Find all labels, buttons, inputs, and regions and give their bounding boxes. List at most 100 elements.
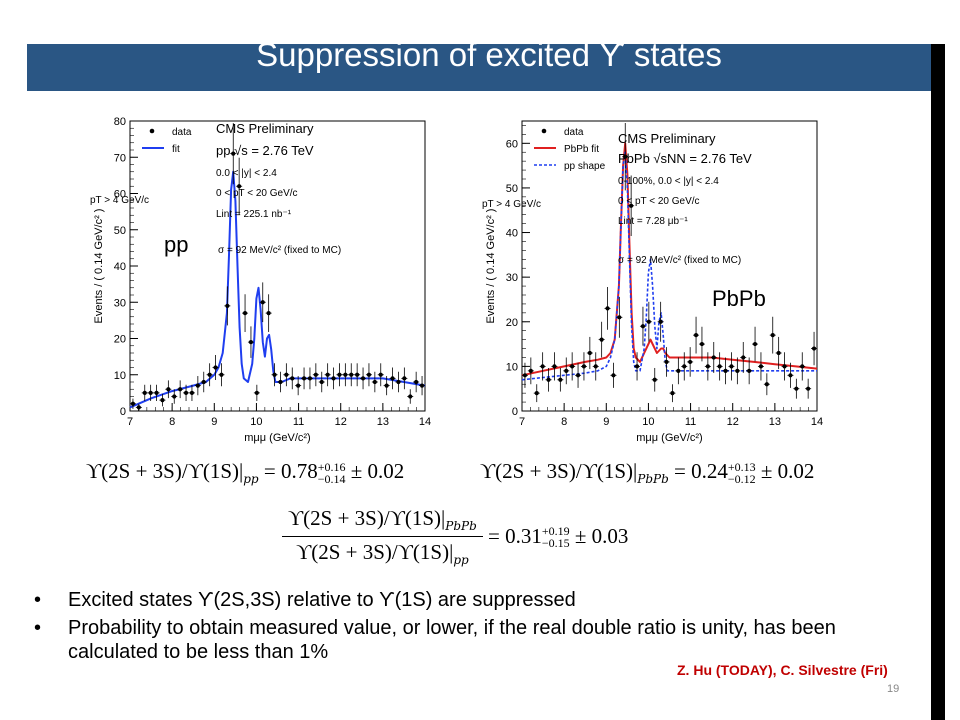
data-marker	[242, 311, 248, 316]
data-marker	[593, 364, 598, 369]
data-marker	[290, 376, 295, 381]
bullet-list: • Excited states ϒ(2S,3S) relative to ϒ(…	[34, 588, 924, 668]
data-point	[698, 326, 705, 362]
y-tick-label: 70	[114, 152, 126, 164]
data-point	[598, 321, 605, 358]
data-marker	[178, 387, 183, 392]
data-point	[752, 326, 759, 362]
data-marker	[207, 372, 212, 377]
data-point	[527, 357, 534, 385]
plot-annotation: CMS Preliminary	[618, 131, 716, 146]
y-tick-label: 60	[506, 138, 518, 150]
data-point	[693, 316, 700, 354]
data-point	[728, 352, 735, 381]
legend-marker-data	[541, 128, 547, 134]
data-marker	[349, 372, 354, 377]
slide-title: Suppression of excited ϒ states	[256, 36, 722, 73]
data-point	[135, 403, 142, 411]
y-tick-label: 30	[114, 297, 126, 309]
data-point	[171, 389, 178, 404]
bullet-dot: •	[34, 617, 42, 639]
y-tick-label: 20	[114, 334, 126, 346]
plot-annotation: σ = 92 MeV/c² (fixed to MC)	[618, 255, 741, 266]
pbpb-ratio-up: +0.13	[727, 460, 756, 475]
data-point	[348, 363, 355, 387]
data-point	[236, 157, 243, 215]
y-tick-label: 60	[114, 189, 126, 201]
plot-annotation: CMS Preliminary	[216, 121, 314, 136]
y-tick-label: 0	[512, 406, 518, 418]
plot-annotation: PbPb √sNN = 2.76 TeV	[618, 151, 752, 166]
data-point	[580, 352, 587, 381]
x-axis-label: mμμ (GeV/c²)	[636, 432, 702, 444]
data-marker	[154, 390, 159, 395]
data-marker	[183, 390, 189, 395]
data-point	[551, 352, 558, 381]
data-point	[129, 398, 136, 409]
data-marker	[248, 340, 254, 345]
page-number: 19	[887, 683, 900, 695]
data-marker	[747, 368, 752, 373]
data-marker	[260, 300, 265, 305]
data-point	[395, 371, 402, 393]
data-point	[757, 352, 764, 381]
pbpb-ratio-lhs: ϒ(2S + 3S)/ϒ(1S)	[480, 459, 634, 483]
legend-label: data	[564, 127, 584, 138]
data-marker	[343, 372, 348, 377]
data-point	[734, 357, 741, 385]
right-edge-bar	[931, 44, 945, 720]
data-marker	[166, 387, 171, 392]
fit-curve-pp-shape	[521, 151, 817, 381]
data-point	[247, 326, 254, 358]
bullet-dot: •	[34, 589, 42, 611]
pp-ratio-lhs: ϒ(2S + 3S)/ϒ(1S)	[86, 459, 240, 483]
bullet-item: • Probability to obtain measured value, …	[34, 616, 924, 664]
plot-annotation: 0 < pT < 20 GeV/c	[216, 188, 298, 199]
data-point	[324, 363, 331, 387]
x-tick-label: 12	[335, 416, 347, 428]
data-point	[533, 384, 540, 403]
double-ratio-eq: = 0.31	[488, 524, 542, 549]
data-point	[651, 367, 658, 392]
data-marker	[189, 390, 195, 395]
data-marker	[575, 373, 581, 378]
x-tick-label: 10	[642, 416, 654, 428]
double-ratio-num: ϒ(2S + 3S)/ϒ(1S)	[288, 506, 442, 530]
data-marker	[390, 376, 395, 381]
data-point	[622, 123, 629, 191]
data-point	[687, 347, 694, 377]
data-point	[740, 342, 747, 373]
data-point	[177, 380, 184, 399]
data-marker	[522, 373, 528, 378]
x-tick-label: 14	[419, 416, 431, 428]
bullet-text: Probability to obtain measured value, or…	[68, 617, 836, 663]
data-point	[336, 363, 343, 387]
pp-plot-svg: 7 8 9 10 11 12 13 14 0 10 20 30 40 50 60 70 80 mμμ (GeV/c…	[90, 116, 431, 444]
data-marker	[160, 398, 165, 403]
x-tick-label: 13	[377, 416, 389, 428]
x-tick-label: 8	[561, 416, 567, 428]
y-tick-label: 50	[506, 183, 518, 195]
data-point	[277, 371, 284, 393]
credit-text: Z. Hu (TODAY), C. Silvestre (Fri)	[677, 662, 888, 678]
data-marker	[378, 372, 383, 377]
data-marker	[688, 359, 693, 365]
double-ratio-den: ϒ(2S + 3S)/ϒ(1S)	[296, 540, 450, 565]
data-marker	[599, 337, 604, 342]
data-marker	[558, 377, 563, 382]
data-marker	[528, 368, 533, 373]
legend-label: PbPb fit	[564, 144, 599, 155]
data-point	[230, 123, 237, 185]
y-axis-label: Events / ( 0.14 GeV/c² )	[93, 209, 105, 324]
pp-ratio-tail: ± 0.02	[350, 459, 405, 483]
data-point	[360, 367, 367, 390]
data-marker	[705, 364, 710, 369]
pbpb-plot-svg: 7 8 9 10 11 12 13 14 0 10 20 30 40 50 60 mμμ (GeV/c²) Ev…	[482, 120, 823, 444]
data-marker	[623, 154, 628, 159]
data-marker	[254, 390, 259, 395]
data-point	[787, 362, 794, 388]
data-point	[271, 363, 278, 387]
data-point	[301, 367, 308, 390]
data-marker	[640, 324, 646, 329]
plot-annotation: pT > 4 GeV/c	[90, 195, 149, 206]
